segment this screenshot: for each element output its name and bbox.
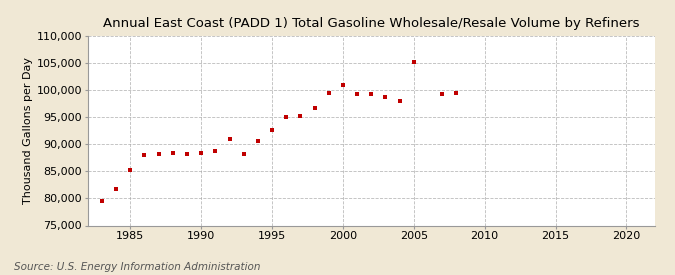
Text: Source: U.S. Energy Information Administration: Source: U.S. Energy Information Administ… <box>14 262 260 272</box>
Point <box>338 82 348 87</box>
Point <box>224 137 235 141</box>
Title: Annual East Coast (PADD 1) Total Gasoline Wholesale/Resale Volume by Refiners: Annual East Coast (PADD 1) Total Gasolin… <box>103 17 639 31</box>
Point <box>309 106 320 111</box>
Point <box>380 95 391 99</box>
Point <box>394 99 405 104</box>
Point <box>238 152 249 157</box>
Point <box>210 148 221 153</box>
Point <box>125 168 136 172</box>
Point <box>352 92 362 96</box>
Point <box>111 187 122 191</box>
Point <box>97 199 107 203</box>
Point <box>323 91 334 95</box>
Point <box>451 91 462 95</box>
Point <box>167 151 178 155</box>
Point <box>196 151 207 155</box>
Point <box>267 127 277 132</box>
Point <box>437 92 448 96</box>
Point <box>182 152 192 156</box>
Point <box>281 114 292 119</box>
Point <box>252 139 263 144</box>
Y-axis label: Thousand Gallons per Day: Thousand Gallons per Day <box>22 57 32 204</box>
Point <box>408 60 419 64</box>
Point <box>295 114 306 118</box>
Point <box>153 152 164 157</box>
Point <box>139 153 150 157</box>
Point <box>366 92 377 96</box>
